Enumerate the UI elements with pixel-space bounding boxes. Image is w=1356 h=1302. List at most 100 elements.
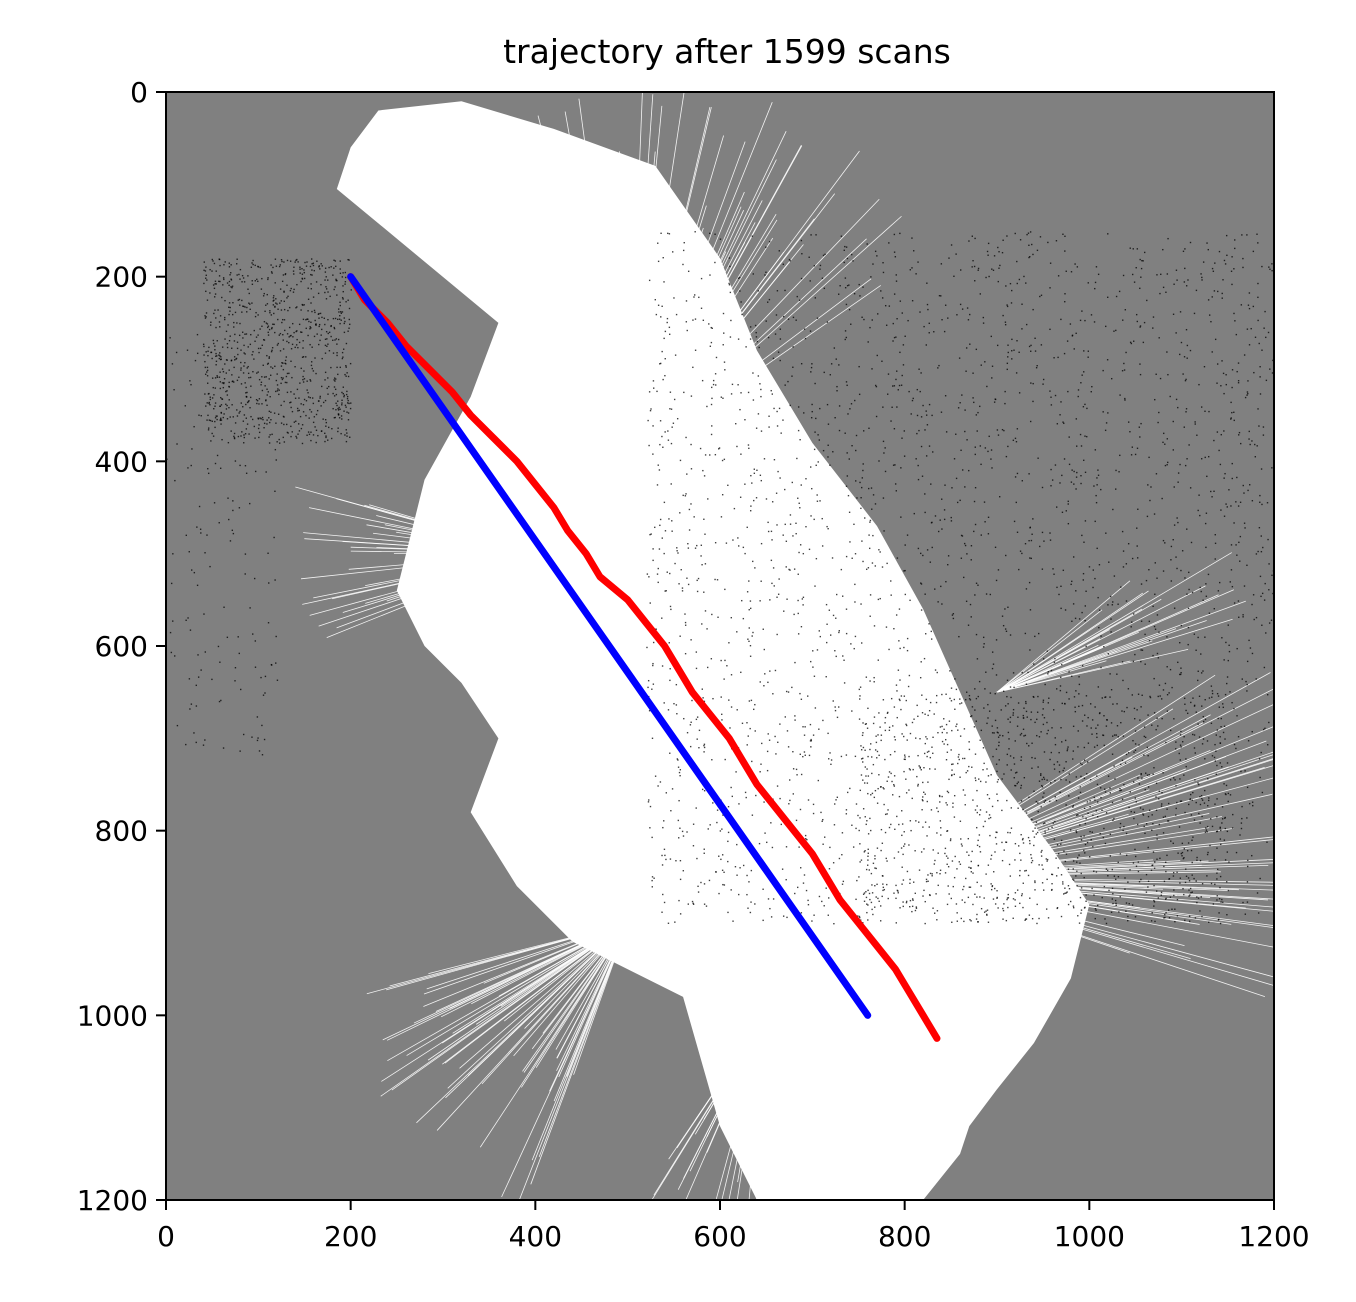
obstacle-point bbox=[1030, 382, 1032, 384]
obstacle-point bbox=[1051, 888, 1053, 891]
obstacle-point bbox=[840, 755, 843, 758]
obstacle-point bbox=[1240, 822, 1243, 824]
obstacle-point bbox=[1212, 270, 1215, 272]
obstacle-point bbox=[1014, 476, 1017, 478]
obstacle-point bbox=[843, 249, 845, 251]
obstacle-point bbox=[347, 399, 349, 402]
obstacle-point bbox=[972, 397, 974, 399]
obstacle-point bbox=[821, 820, 823, 823]
obstacle-point bbox=[1231, 411, 1233, 414]
obstacle-point bbox=[319, 268, 321, 270]
obstacle-point bbox=[257, 347, 260, 350]
obstacle-point bbox=[1234, 239, 1236, 241]
obstacle-point bbox=[1040, 344, 1043, 346]
obstacle-point bbox=[207, 393, 210, 395]
obstacle-point bbox=[930, 483, 932, 485]
obstacle-point bbox=[1007, 831, 1009, 834]
obstacle-point bbox=[1067, 500, 1069, 503]
obstacle-point bbox=[668, 518, 670, 520]
obstacle-point bbox=[1189, 349, 1192, 352]
obstacle-point bbox=[845, 555, 848, 558]
obstacle-point bbox=[821, 900, 823, 903]
obstacle-point bbox=[339, 366, 341, 369]
obstacle-point bbox=[196, 526, 198, 528]
obstacle-point bbox=[204, 739, 206, 741]
obstacle-point bbox=[243, 414, 246, 416]
obstacle-point bbox=[816, 649, 819, 651]
obstacle-point bbox=[314, 357, 316, 359]
obstacle-point bbox=[869, 326, 871, 329]
obstacle-point bbox=[874, 503, 877, 505]
obstacle-point bbox=[1091, 719, 1094, 721]
obstacle-point bbox=[258, 398, 261, 400]
obstacle-point bbox=[901, 733, 903, 735]
obstacle-point bbox=[261, 416, 264, 419]
obstacle-point bbox=[1197, 636, 1199, 639]
obstacle-point bbox=[1205, 827, 1207, 829]
obstacle-point bbox=[206, 371, 208, 373]
obstacle-point bbox=[742, 546, 745, 549]
obstacle-point bbox=[336, 294, 338, 296]
obstacle-point bbox=[1148, 456, 1150, 459]
obstacle-point bbox=[1105, 532, 1107, 534]
obstacle-point bbox=[770, 559, 773, 562]
obstacle-point bbox=[1179, 311, 1182, 313]
obstacle-point bbox=[215, 317, 217, 319]
obstacle-point bbox=[1072, 758, 1074, 760]
obstacle-point bbox=[800, 912, 803, 914]
obstacle-point bbox=[676, 547, 678, 549]
obstacle-point bbox=[228, 313, 230, 316]
obstacle-point bbox=[1097, 724, 1099, 726]
obstacle-point bbox=[1109, 855, 1112, 857]
obstacle-point bbox=[908, 390, 910, 393]
obstacle-point bbox=[275, 422, 277, 424]
obstacle-point bbox=[985, 276, 987, 279]
obstacle-point bbox=[274, 490, 276, 492]
obstacle-point bbox=[1027, 232, 1030, 234]
obstacle-point bbox=[1151, 724, 1153, 726]
obstacle-point bbox=[979, 405, 981, 408]
obstacle-point bbox=[954, 678, 956, 680]
obstacle-point bbox=[958, 357, 961, 359]
obstacle-point bbox=[1108, 561, 1110, 563]
obstacle-point bbox=[729, 336, 732, 338]
obstacle-point bbox=[228, 518, 230, 521]
obstacle-point bbox=[1166, 666, 1168, 668]
obstacle-point bbox=[283, 319, 286, 321]
obstacle-point bbox=[335, 402, 337, 404]
obstacle-point bbox=[1153, 899, 1155, 902]
obstacle-point bbox=[865, 891, 867, 893]
obstacle-point bbox=[337, 338, 340, 341]
obstacle-point bbox=[306, 389, 308, 391]
obstacle-point bbox=[867, 341, 869, 343]
obstacle-point bbox=[909, 820, 912, 822]
obstacle-point bbox=[969, 313, 971, 316]
obstacle-point bbox=[1214, 262, 1216, 264]
obstacle-point bbox=[241, 299, 243, 302]
obstacle-point bbox=[927, 874, 929, 876]
obstacle-point bbox=[1162, 689, 1165, 691]
obstacle-point bbox=[996, 344, 999, 347]
obstacle-point bbox=[728, 282, 730, 285]
obstacle-point bbox=[1014, 437, 1017, 440]
obstacle-point bbox=[1059, 689, 1062, 692]
obstacle-point bbox=[876, 255, 878, 257]
obstacle-point bbox=[946, 903, 949, 906]
obstacle-point bbox=[1080, 839, 1083, 841]
obstacle-point bbox=[339, 314, 341, 317]
obstacle-point bbox=[1192, 697, 1194, 699]
obstacle-point bbox=[1205, 583, 1207, 585]
obstacle-point bbox=[280, 404, 282, 407]
obstacle-point bbox=[959, 735, 962, 737]
obstacle-point bbox=[202, 744, 205, 746]
obstacle-point bbox=[1100, 488, 1102, 491]
obstacle-point bbox=[285, 356, 288, 358]
obstacle-point bbox=[1005, 455, 1008, 458]
obstacle-point bbox=[1237, 505, 1240, 507]
obstacle-point bbox=[1092, 586, 1094, 589]
obstacle-point bbox=[1139, 373, 1142, 376]
obstacle-point bbox=[977, 269, 979, 271]
obstacle-point bbox=[911, 237, 913, 239]
obstacle-point bbox=[890, 823, 892, 826]
obstacle-point bbox=[1142, 814, 1145, 816]
